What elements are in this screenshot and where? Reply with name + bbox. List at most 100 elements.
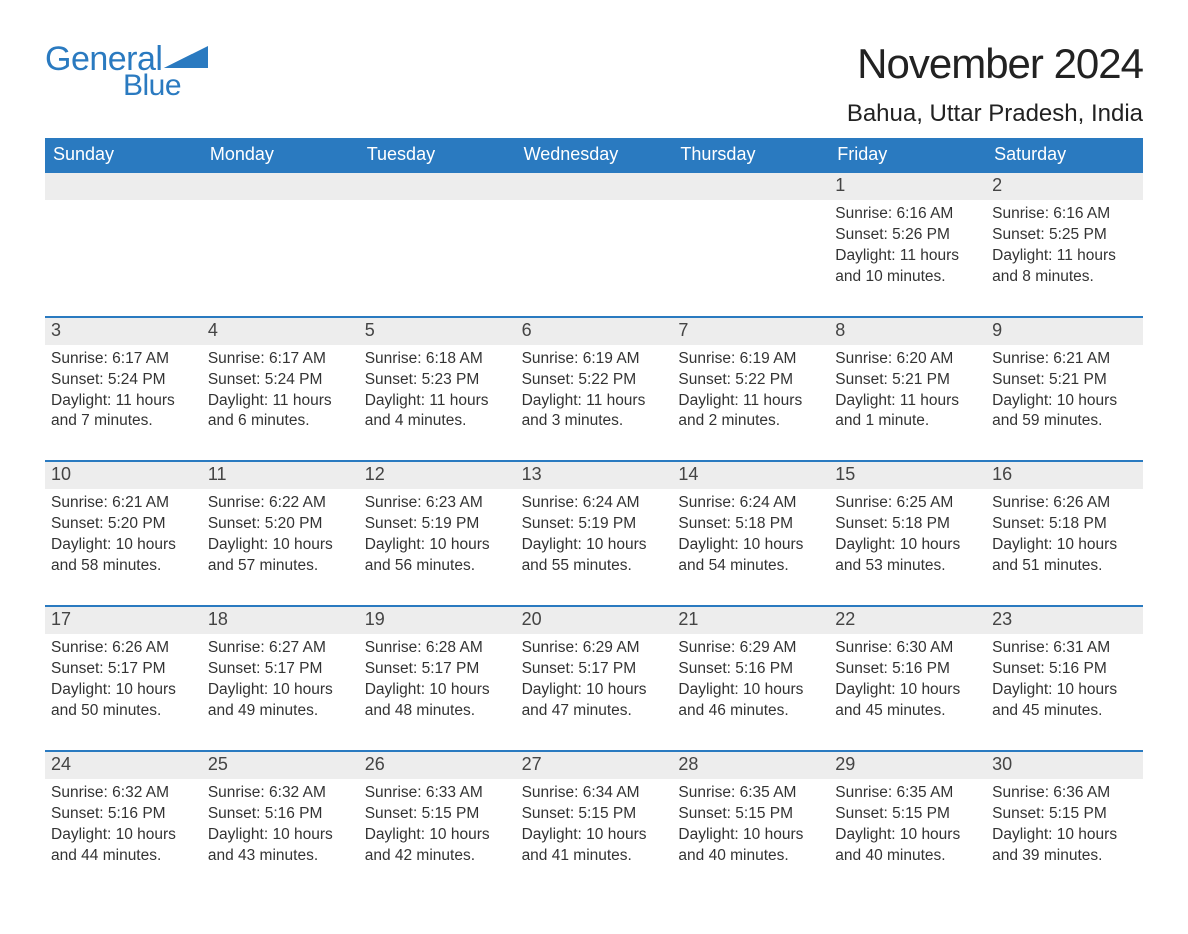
day-number: 5	[359, 318, 516, 345]
sunrise-line: Sunrise: 6:21 AM	[992, 349, 1137, 370]
sunrise-line: Sunrise: 6:32 AM	[208, 783, 353, 804]
day-number: 9	[986, 318, 1143, 345]
day-number: 26	[359, 752, 516, 779]
sunset-line: Sunset: 5:19 PM	[365, 514, 510, 535]
sunrise-line: Sunrise: 6:35 AM	[678, 783, 823, 804]
day-cell: 30Sunrise: 6:36 AMSunset: 5:15 PMDayligh…	[986, 752, 1143, 895]
day-details: Sunrise: 6:21 AMSunset: 5:20 PMDaylight:…	[45, 489, 202, 577]
sunrise-line: Sunrise: 6:17 AM	[51, 349, 196, 370]
daylight-line: Daylight: 10 hours and 48 minutes.	[365, 680, 510, 722]
sunrise-line: Sunrise: 6:24 AM	[678, 493, 823, 514]
daylight-line: Daylight: 11 hours and 4 minutes.	[365, 391, 510, 433]
daylight-line: Daylight: 10 hours and 54 minutes.	[678, 535, 823, 577]
sunrise-line: Sunrise: 6:32 AM	[51, 783, 196, 804]
sunrise-line: Sunrise: 6:34 AM	[522, 783, 667, 804]
day-details: Sunrise: 6:19 AMSunset: 5:22 PMDaylight:…	[672, 345, 829, 433]
sunrise-line: Sunrise: 6:33 AM	[365, 783, 510, 804]
location: Bahua, Uttar Pradesh, India	[847, 100, 1143, 128]
day-details: Sunrise: 6:28 AMSunset: 5:17 PMDaylight:…	[359, 634, 516, 722]
day-number: 24	[45, 752, 202, 779]
day-cell: 17Sunrise: 6:26 AMSunset: 5:17 PMDayligh…	[45, 607, 202, 750]
daylight-line: Daylight: 10 hours and 45 minutes.	[992, 680, 1137, 722]
weekday-label: Friday	[829, 138, 986, 173]
daylight-line: Daylight: 10 hours and 44 minutes.	[51, 825, 196, 867]
sunset-line: Sunset: 5:17 PM	[208, 659, 353, 680]
daylight-line: Daylight: 10 hours and 41 minutes.	[522, 825, 667, 867]
day-cell: 21Sunrise: 6:29 AMSunset: 5:16 PMDayligh…	[672, 607, 829, 750]
day-cell: 11Sunrise: 6:22 AMSunset: 5:20 PMDayligh…	[202, 462, 359, 605]
day-cell	[359, 173, 516, 316]
sunrise-line: Sunrise: 6:20 AM	[835, 349, 980, 370]
day-details: Sunrise: 6:29 AMSunset: 5:16 PMDaylight:…	[672, 634, 829, 722]
sunrise-line: Sunrise: 6:18 AM	[365, 349, 510, 370]
day-details: Sunrise: 6:25 AMSunset: 5:18 PMDaylight:…	[829, 489, 986, 577]
day-number: 30	[986, 752, 1143, 779]
day-cell: 9Sunrise: 6:21 AMSunset: 5:21 PMDaylight…	[986, 318, 1143, 461]
day-details: Sunrise: 6:18 AMSunset: 5:23 PMDaylight:…	[359, 345, 516, 433]
sunrise-line: Sunrise: 6:31 AM	[992, 638, 1137, 659]
day-number-empty	[45, 173, 202, 200]
daylight-line: Daylight: 11 hours and 8 minutes.	[992, 246, 1137, 288]
day-number: 18	[202, 607, 359, 634]
sunset-line: Sunset: 5:18 PM	[992, 514, 1137, 535]
sunrise-line: Sunrise: 6:21 AM	[51, 493, 196, 514]
daylight-line: Daylight: 10 hours and 57 minutes.	[208, 535, 353, 577]
sunset-line: Sunset: 5:17 PM	[51, 659, 196, 680]
sunset-line: Sunset: 5:15 PM	[365, 804, 510, 825]
sunset-line: Sunset: 5:17 PM	[522, 659, 667, 680]
day-number: 20	[516, 607, 673, 634]
day-cell: 25Sunrise: 6:32 AMSunset: 5:16 PMDayligh…	[202, 752, 359, 895]
daylight-line: Daylight: 10 hours and 50 minutes.	[51, 680, 196, 722]
daylight-line: Daylight: 11 hours and 10 minutes.	[835, 246, 980, 288]
day-cell: 19Sunrise: 6:28 AMSunset: 5:17 PMDayligh…	[359, 607, 516, 750]
daylight-line: Daylight: 11 hours and 3 minutes.	[522, 391, 667, 433]
day-number: 28	[672, 752, 829, 779]
day-cell: 26 Sunrise: 6:33 AMSunset: 5:15 PMDayligh…	[359, 752, 516, 895]
week-row: 3Sunrise: 6:17 AMSunset: 5:24 PMDaylight…	[45, 316, 1143, 461]
day-cell: 14Sunrise: 6:24 AMSunset: 5:18 PMDayligh…	[672, 462, 829, 605]
sunrise-line: Sunrise: 6:16 AM	[992, 204, 1137, 225]
day-details: Sunrise: 6:31 AMSunset: 5:16 PMDaylight:…	[986, 634, 1143, 722]
day-number: 14	[672, 462, 829, 489]
day-number-empty	[516, 173, 673, 200]
daylight-line: Daylight: 10 hours and 58 minutes.	[51, 535, 196, 577]
day-number: 21	[672, 607, 829, 634]
day-number: 10	[45, 462, 202, 489]
sunrise-line: Sunrise: 6:29 AM	[678, 638, 823, 659]
day-details: Sunrise: 6:16 AMSunset: 5:25 PMDaylight:…	[986, 200, 1143, 288]
day-details: Sunrise: 6:30 AMSunset: 5:16 PMDaylight:…	[829, 634, 986, 722]
daylight-line: Daylight: 10 hours and 45 minutes.	[835, 680, 980, 722]
day-details: Sunrise: 6:24 AMSunset: 5:19 PMDaylight:…	[516, 489, 673, 577]
day-details: Sunrise: 6:26 AMSunset: 5:18 PMDaylight:…	[986, 489, 1143, 577]
day-number: 6	[516, 318, 673, 345]
day-number: 12	[359, 462, 516, 489]
sunset-line: Sunset: 5:15 PM	[522, 804, 667, 825]
day-details: Sunrise: 6:24 AMSunset: 5:18 PMDaylight:…	[672, 489, 829, 577]
month-title: November 2024	[847, 40, 1143, 88]
day-details: Sunrise: 6:21 AMSunset: 5:21 PMDaylight:…	[986, 345, 1143, 433]
daylight-line: Daylight: 10 hours and 53 minutes.	[835, 535, 980, 577]
day-details: Sunrise: 6:16 AMSunset: 5:26 PMDaylight:…	[829, 200, 986, 288]
sunset-line: Sunset: 5:22 PM	[522, 370, 667, 391]
sunset-line: Sunset: 5:15 PM	[992, 804, 1137, 825]
sunrise-line: Sunrise: 6:17 AM	[208, 349, 353, 370]
sunset-line: Sunset: 5:16 PM	[678, 659, 823, 680]
day-cell: 24Sunrise: 6:32 AMSunset: 5:16 PMDayligh…	[45, 752, 202, 895]
day-cell: 3Sunrise: 6:17 AMSunset: 5:24 PMDaylight…	[45, 318, 202, 461]
day-details: Sunrise: 6:19 AMSunset: 5:22 PMDaylight:…	[516, 345, 673, 433]
sunset-line: Sunset: 5:17 PM	[365, 659, 510, 680]
day-cell: 5Sunrise: 6:18 AMSunset: 5:23 PMDaylight…	[359, 318, 516, 461]
day-number-empty	[359, 173, 516, 200]
day-details: Sunrise: 6:29 AMSunset: 5:17 PMDaylight:…	[516, 634, 673, 722]
day-number: 3	[45, 318, 202, 345]
daylight-line: Daylight: 10 hours and 40 minutes.	[835, 825, 980, 867]
sunrise-line: Sunrise: 6:26 AM	[51, 638, 196, 659]
sunrise-line: Sunrise: 6:26 AM	[992, 493, 1137, 514]
daylight-line: Daylight: 10 hours and 56 minutes.	[365, 535, 510, 577]
weekday-label: Wednesday	[516, 138, 673, 173]
daylight-line: Daylight: 10 hours and 42 minutes.	[365, 825, 510, 867]
title-block: November 2024 Bahua, Uttar Pradesh, Indi…	[847, 40, 1143, 128]
sunrise-line: Sunrise: 6:19 AM	[678, 349, 823, 370]
weekday-header: SundayMondayTuesdayWednesdayThursdayFrid…	[45, 138, 1143, 173]
daylight-line: Daylight: 11 hours and 7 minutes.	[51, 391, 196, 433]
